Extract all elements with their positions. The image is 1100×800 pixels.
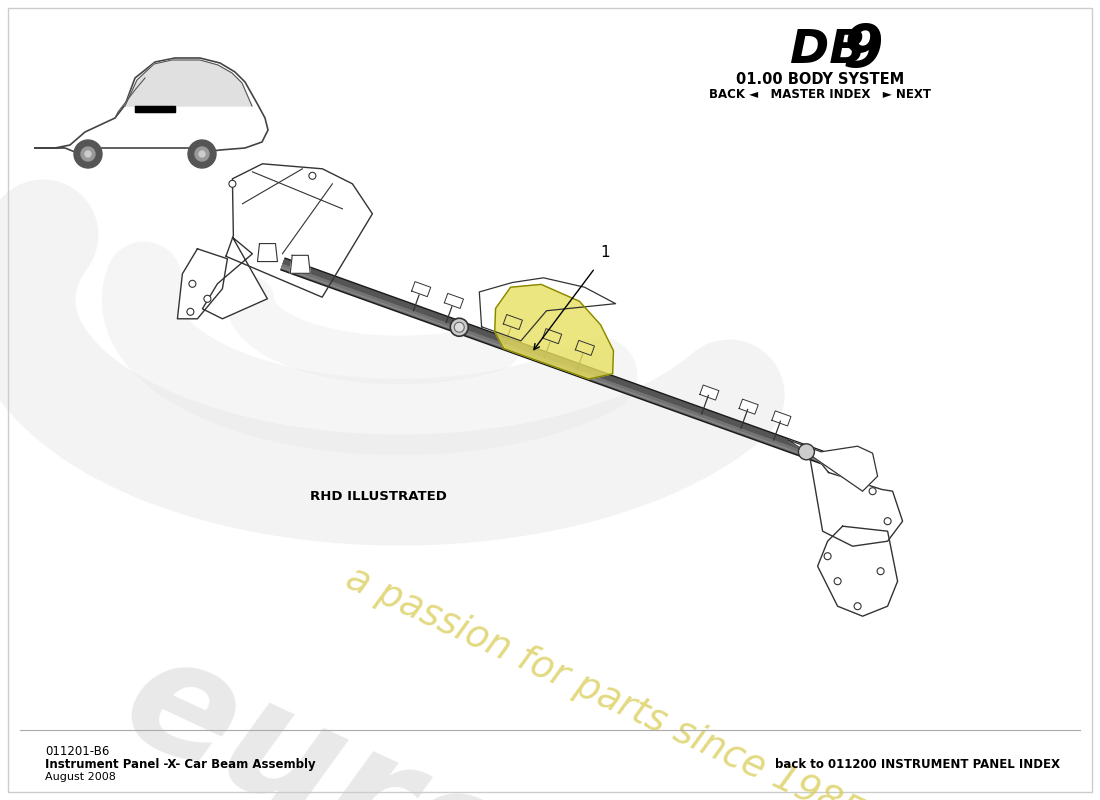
Text: 011201-B6: 011201-B6 xyxy=(45,745,109,758)
Text: 1: 1 xyxy=(600,245,609,260)
Polygon shape xyxy=(35,58,268,152)
Text: Instrument Panel -X- Car Beam Assembly: Instrument Panel -X- Car Beam Assembly xyxy=(45,758,316,771)
Text: BACK ◄   MASTER INDEX   ► NEXT: BACK ◄ MASTER INDEX ► NEXT xyxy=(710,88,931,101)
Circle shape xyxy=(824,553,832,560)
Polygon shape xyxy=(504,314,522,330)
Text: eurocarparts: eurocarparts xyxy=(100,620,1100,800)
Polygon shape xyxy=(226,164,373,297)
Polygon shape xyxy=(135,106,175,112)
Circle shape xyxy=(799,444,814,460)
Circle shape xyxy=(454,322,464,332)
Polygon shape xyxy=(700,385,719,400)
Text: a passion for parts since 1985: a passion for parts since 1985 xyxy=(340,560,868,800)
Polygon shape xyxy=(575,340,594,355)
Polygon shape xyxy=(772,411,791,426)
Text: August 2008: August 2008 xyxy=(45,772,116,782)
Circle shape xyxy=(229,180,235,187)
Circle shape xyxy=(195,147,209,161)
Polygon shape xyxy=(808,447,903,546)
Circle shape xyxy=(450,318,469,336)
Text: 01.00 BODY SYSTEM: 01.00 BODY SYSTEM xyxy=(736,72,904,87)
Polygon shape xyxy=(125,60,252,106)
Polygon shape xyxy=(411,282,431,297)
Circle shape xyxy=(204,295,211,302)
Text: RHD ILLUSTRATED: RHD ILLUSTRATED xyxy=(310,490,447,503)
Polygon shape xyxy=(739,399,758,414)
Text: DB: DB xyxy=(790,28,866,73)
Text: 9: 9 xyxy=(843,22,883,79)
Circle shape xyxy=(189,280,196,287)
Text: back to 011200 INSTRUMENT PANEL INDEX: back to 011200 INSTRUMENT PANEL INDEX xyxy=(776,758,1060,771)
Circle shape xyxy=(854,602,861,610)
Circle shape xyxy=(199,151,205,157)
Polygon shape xyxy=(480,278,616,341)
Circle shape xyxy=(309,172,316,179)
Polygon shape xyxy=(817,526,898,616)
Circle shape xyxy=(877,568,884,574)
Polygon shape xyxy=(495,284,614,379)
Circle shape xyxy=(884,518,891,525)
Circle shape xyxy=(869,488,876,494)
Circle shape xyxy=(74,140,102,168)
Circle shape xyxy=(85,151,91,157)
Circle shape xyxy=(81,147,95,161)
Polygon shape xyxy=(257,243,277,262)
Polygon shape xyxy=(444,294,463,309)
Polygon shape xyxy=(202,238,267,318)
Polygon shape xyxy=(177,249,228,318)
Circle shape xyxy=(834,578,842,585)
Polygon shape xyxy=(789,440,878,491)
Polygon shape xyxy=(542,329,562,344)
Polygon shape xyxy=(290,255,310,274)
Circle shape xyxy=(188,140,216,168)
Circle shape xyxy=(187,308,194,315)
